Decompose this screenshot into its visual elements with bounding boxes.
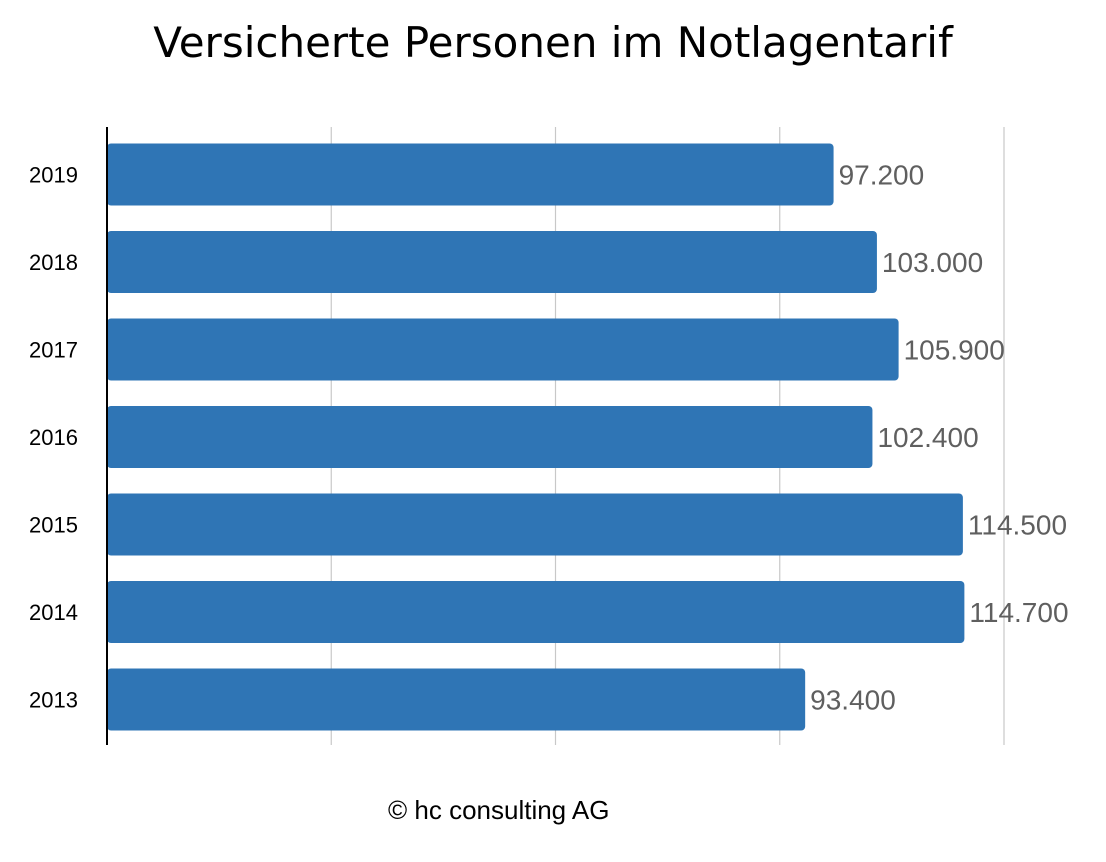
value-label-2018: 103.000 [882,247,983,278]
bar-2015 [107,493,963,556]
category-label-2018: 2018 [29,250,78,275]
bar-2014 [107,581,965,643]
value-label-2013: 93.400 [810,685,896,716]
bar-2019 [107,143,834,206]
bar-2013 [107,668,806,731]
bar-2017 [107,318,899,381]
category-label-2019: 2019 [29,163,78,188]
value-label-2019: 97.200 [839,160,925,191]
chart-title: Versicherte Personen im Notlagentarif [153,18,953,67]
category-label-2016: 2016 [29,425,78,450]
category-label-2017: 2017 [29,338,78,363]
category-label-2013: 2013 [29,688,78,713]
value-label-2014: 114.700 [969,597,1068,628]
category-label-2014: 2014 [29,600,78,625]
value-label-2017: 105.900 [904,335,1005,366]
bar-2016 [107,406,873,468]
value-label-2016: 102.400 [877,422,978,453]
category-label-2015: 2015 [29,513,78,538]
bar-2018 [107,231,877,293]
value-label-2015: 114.500 [968,510,1067,541]
copyright-credit: © hc consulting AG [388,795,610,825]
